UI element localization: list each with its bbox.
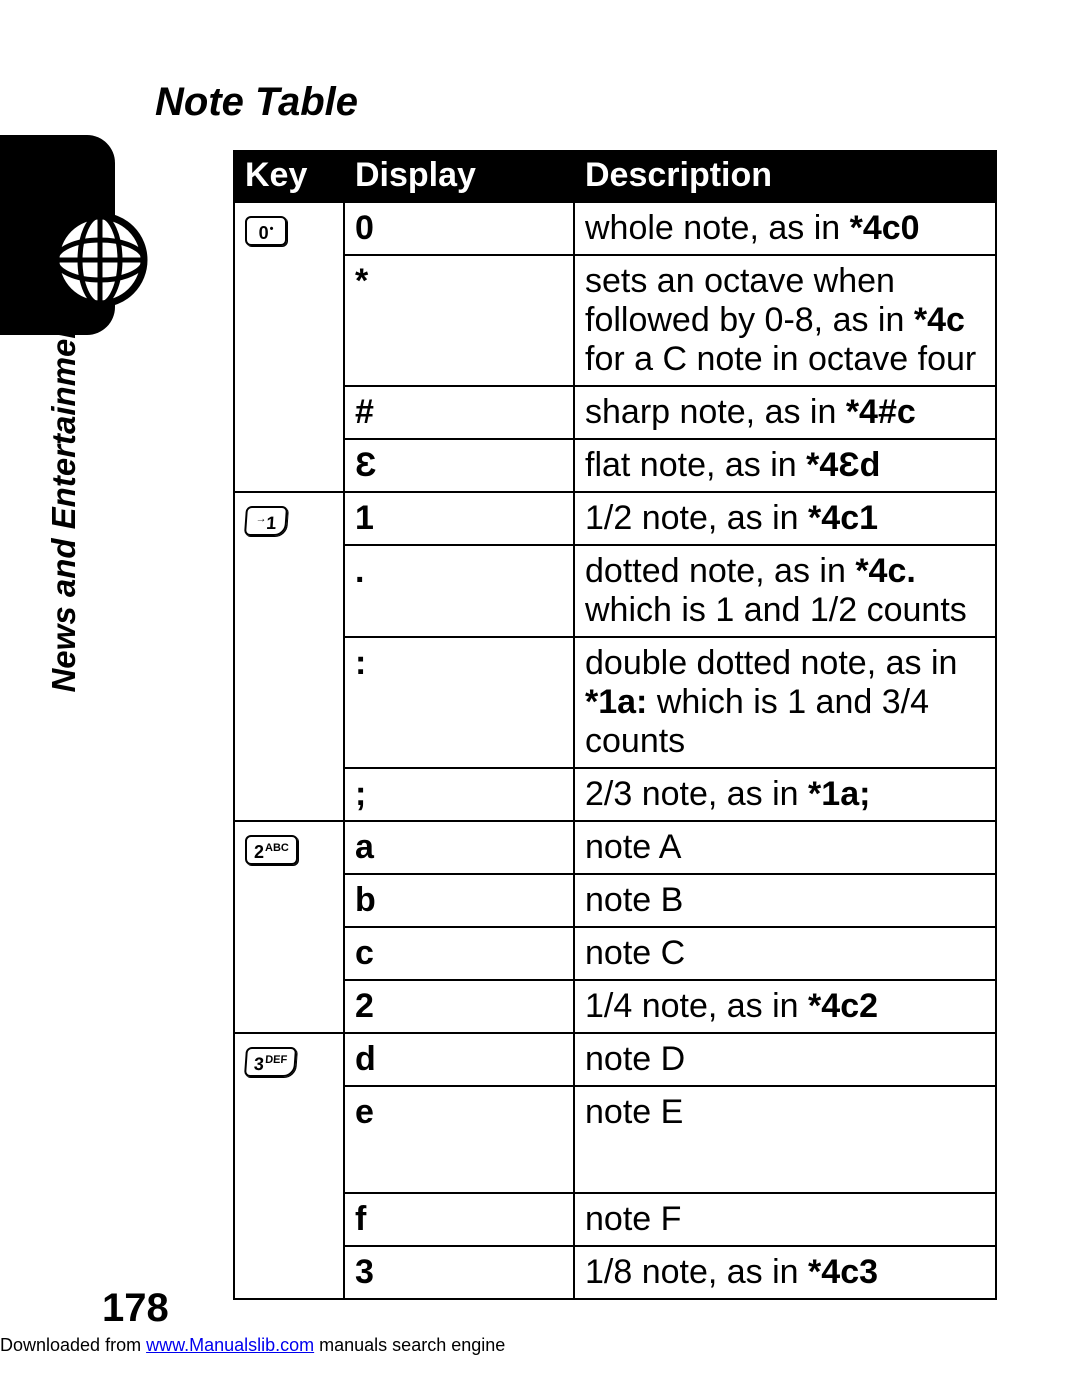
key-cell: 2ABC	[234, 821, 344, 1033]
table-header-row: Key Display Description	[234, 151, 996, 202]
table-row: ;2/3 note, as in *1a;	[234, 768, 996, 821]
display-cell: 0	[344, 202, 574, 255]
footer-suffix: manuals search engine	[314, 1335, 505, 1355]
note-table-wrap: Key Display Description 0• 0whole note, a…	[233, 150, 997, 1300]
description-cell: whole note, as in *4c0	[574, 202, 996, 255]
display-cell: d	[344, 1033, 574, 1086]
key-button-icon: →1	[244, 506, 288, 536]
description-cell: double dotted note, as in *1a: which is …	[574, 637, 996, 768]
page-number: 178	[102, 1286, 169, 1331]
description-cell: 1/8 note, as in *4c3	[574, 1246, 996, 1299]
note-table: Key Display Description 0• 0whole note, a…	[233, 150, 997, 1300]
table-row: →1 11/2 note, as in *4c1	[234, 492, 996, 545]
key-button-icon: 0•	[245, 216, 287, 246]
section-label: News and Entertainment	[45, 115, 83, 500]
display-cell: .	[344, 545, 574, 637]
key-cell: 0•	[234, 202, 344, 492]
footer: Downloaded from www.Manualslib.com manua…	[0, 1335, 505, 1356]
col-desc: Description	[574, 151, 996, 202]
display-cell: c	[344, 927, 574, 980]
table-row: :double dotted note, as in *1a: which is…	[234, 637, 996, 768]
display-cell: e	[344, 1086, 574, 1193]
description-cell: flat note, as in *4Ɛd	[574, 439, 996, 492]
page-title: Note Table	[155, 80, 358, 125]
display-cell: #	[344, 386, 574, 439]
description-cell: note C	[574, 927, 996, 980]
description-cell: note E	[574, 1086, 996, 1193]
display-cell: 1	[344, 492, 574, 545]
display-cell: b	[344, 874, 574, 927]
key-cell: 3DEF	[234, 1033, 344, 1299]
description-cell: 1/4 note, as in *4c2	[574, 980, 996, 1033]
table-row: cnote C	[234, 927, 996, 980]
table-row: 0• 0whole note, as in *4c0	[234, 202, 996, 255]
display-cell: 2	[344, 980, 574, 1033]
description-cell: dotted note, as in *4c. which is 1 and 1…	[574, 545, 996, 637]
col-disp: Display	[344, 151, 574, 202]
table-row: enote E	[234, 1086, 996, 1193]
description-cell: 2/3 note, as in *1a;	[574, 768, 996, 821]
display-cell: ;	[344, 768, 574, 821]
description-cell: note A	[574, 821, 996, 874]
table-row: 2ABC anote A	[234, 821, 996, 874]
footer-prefix: Downloaded from	[0, 1335, 146, 1355]
description-cell: sets an octave when followed by 0-8, as …	[574, 255, 996, 386]
key-button-icon: 3DEF	[244, 1047, 297, 1077]
table-row: #sharp note, as in *4#c	[234, 386, 996, 439]
display-cell: *	[344, 255, 574, 386]
col-key: Key	[234, 151, 344, 202]
description-cell: sharp note, as in *4#c	[574, 386, 996, 439]
description-cell: 1/2 note, as in *4c1	[574, 492, 996, 545]
footer-link[interactable]: www.Manualslib.com	[146, 1335, 314, 1355]
table-row: bnote B	[234, 874, 996, 927]
table-row: Ɛflat note, as in *4Ɛd	[234, 439, 996, 492]
table-row: 3DEF dnote D	[234, 1033, 996, 1086]
display-cell: 3	[344, 1246, 574, 1299]
display-cell: Ɛ	[344, 439, 574, 492]
table-row: *sets an octave when followed by 0-8, as…	[234, 255, 996, 386]
table-row: .dotted note, as in *4c. which is 1 and …	[234, 545, 996, 637]
table-row: fnote F	[234, 1193, 996, 1246]
key-cell: →1	[234, 492, 344, 821]
description-cell: note B	[574, 874, 996, 927]
display-cell: f	[344, 1193, 574, 1246]
description-cell: note F	[574, 1193, 996, 1246]
display-cell: :	[344, 637, 574, 768]
key-button-icon: 2ABC	[245, 835, 298, 865]
table-row: 21/4 note, as in *4c2	[234, 980, 996, 1033]
description-cell: note D	[574, 1033, 996, 1086]
table-row: 31/8 note, as in *4c3	[234, 1246, 996, 1299]
display-cell: a	[344, 821, 574, 874]
